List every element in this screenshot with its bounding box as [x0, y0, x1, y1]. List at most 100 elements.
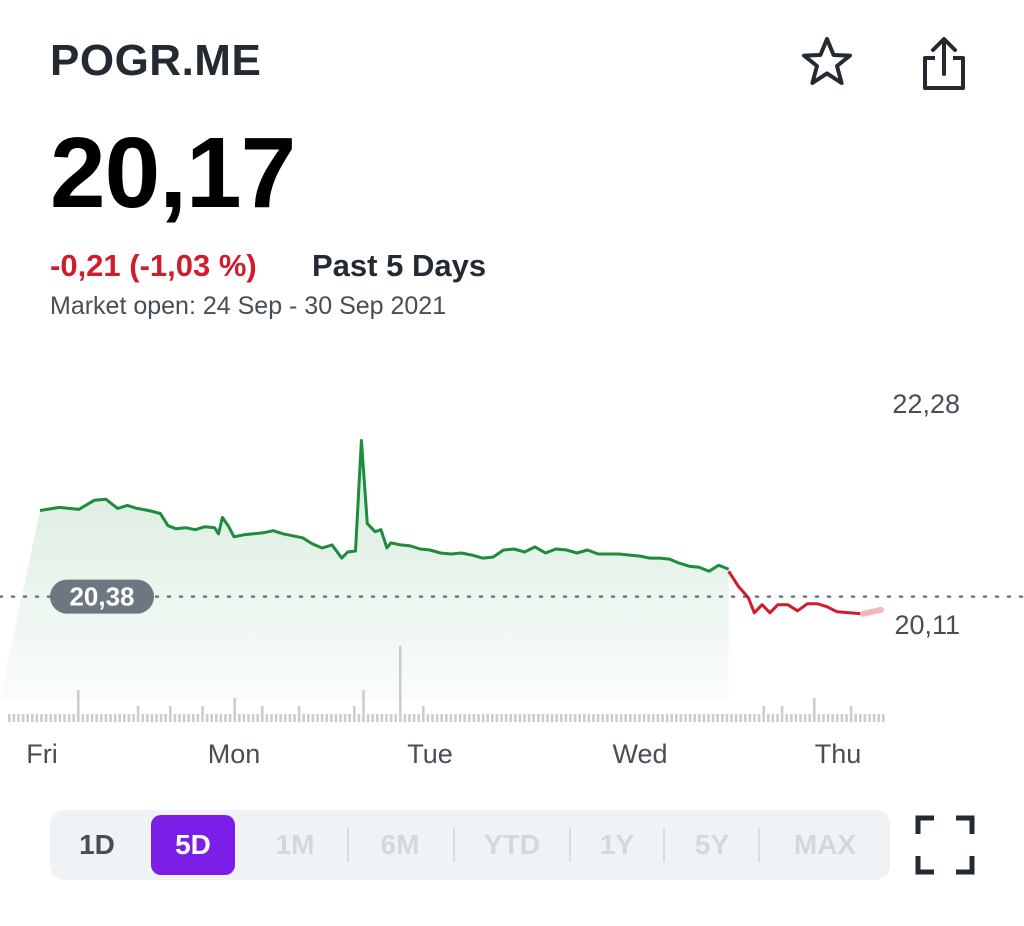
volume-bar: [362, 690, 365, 722]
timeframe-1d[interactable]: 1D: [79, 829, 115, 860]
volume-bar: [210, 714, 213, 722]
volume-bar: [63, 714, 66, 722]
volume-bar: [334, 714, 338, 722]
volume-bar: [546, 714, 549, 722]
volume-bar: [468, 714, 471, 722]
volume-bar: [100, 714, 103, 722]
timeframe-1m[interactable]: 1M: [275, 829, 315, 860]
x-tick-label: Mon: [208, 739, 261, 769]
volume-bar: [86, 714, 89, 722]
timeframe-max[interactable]: MAX: [793, 829, 857, 860]
volume-bar: [550, 714, 554, 722]
timeframe-5y[interactable]: 5Y: [694, 829, 730, 860]
volume-bar: [316, 714, 319, 722]
volume-bar: [12, 714, 16, 722]
volume-bar: [242, 714, 246, 722]
volume-bar: [541, 714, 545, 722]
volume-bar: [343, 714, 347, 722]
volume-bar: [504, 714, 508, 722]
volume-bar: [734, 714, 738, 722]
price-chart[interactable]: 22,28 20,11 20,38 Fri Mon Tue Wed Thu: [0, 370, 1024, 780]
volume-bar: [675, 714, 678, 722]
volume-bar: [868, 714, 871, 722]
volume-bar: [44, 714, 48, 722]
volume-bar: [629, 714, 632, 722]
volume-bar: [159, 714, 163, 722]
volume-bar: [826, 714, 830, 722]
volume-bar: [670, 714, 673, 722]
volume-bar: [49, 714, 52, 722]
timeframe-ytd[interactable]: YTD: [484, 829, 540, 860]
price-area-fill: [0, 440, 729, 700]
volume-bar: [771, 714, 775, 722]
volume-bar: [564, 714, 568, 722]
volume-bar: [325, 714, 328, 722]
reference-badge: [50, 579, 154, 614]
volume-bar: [882, 714, 885, 722]
volume-bar: [187, 714, 190, 722]
volume-bar: [463, 714, 466, 722]
volume-bar: [509, 714, 512, 722]
volume-bar: [707, 714, 710, 722]
volume-bar: [477, 714, 480, 722]
volume-bar: [652, 714, 655, 722]
volume-bar: [141, 714, 144, 722]
star-icon[interactable]: [796, 32, 858, 94]
volume-bar: [596, 714, 600, 722]
volume-bar: [872, 714, 876, 722]
volume-bar: [205, 714, 209, 722]
volume-bar: [403, 714, 407, 722]
volume-bar: [661, 714, 664, 722]
x-tick-label: Wed: [612, 739, 667, 769]
volume-bar: [399, 646, 402, 722]
share-icon[interactable]: [913, 32, 975, 94]
volume-bar: [247, 714, 250, 722]
volume-bar: [840, 714, 844, 722]
x-tick-label: Tue: [407, 739, 453, 769]
volume-bar: [35, 714, 39, 722]
volume-bar: [178, 714, 181, 722]
volume-bar: [449, 714, 453, 722]
volume-bar: [58, 714, 62, 722]
volume-bar: [224, 714, 227, 722]
volume-bar: [725, 714, 729, 722]
volume-bar: [679, 714, 683, 722]
volume-bar: [72, 714, 75, 722]
volume-bar: [21, 714, 25, 722]
volume-bar: [219, 714, 223, 722]
volume-bar: [849, 706, 853, 722]
volume-bar: [491, 714, 494, 722]
volume-bar: [583, 714, 586, 722]
volume-bar: [560, 714, 563, 722]
timeframe-1y[interactable]: 1Y: [599, 829, 635, 860]
volume-bar: [297, 706, 301, 722]
volume-bar: [762, 706, 765, 722]
timeframe-5d[interactable]: 5D: [175, 829, 211, 860]
volume-bar: [233, 698, 236, 722]
volume-bar: [739, 714, 742, 722]
volume-bar: [408, 714, 411, 722]
volume-bar: [518, 714, 522, 722]
volume-bar: [90, 714, 94, 722]
volume-bar: [385, 714, 388, 722]
timeframe-6m[interactable]: 6M: [380, 829, 420, 860]
volume-bar: [610, 714, 614, 722]
volume-bar: [311, 714, 315, 722]
volume-bar: [440, 714, 443, 722]
volume-bar: [744, 714, 747, 722]
volume-bar: [698, 714, 701, 722]
volume-bar: [569, 714, 572, 722]
volume-bar: [573, 714, 577, 722]
volume-bar: [638, 714, 641, 722]
volume-bar: [261, 706, 264, 722]
volume-bar: [831, 714, 834, 722]
volume-bar: [118, 714, 121, 722]
volume-bar: [412, 714, 416, 722]
expand-icon[interactable]: [912, 812, 978, 878]
timeframe-divider: [347, 828, 349, 862]
volume-bar: [813, 698, 816, 722]
volume-bar: [606, 714, 609, 722]
volume-bar: [431, 714, 434, 722]
volume-bar: [877, 714, 880, 722]
timeframe-divider: [758, 828, 760, 862]
